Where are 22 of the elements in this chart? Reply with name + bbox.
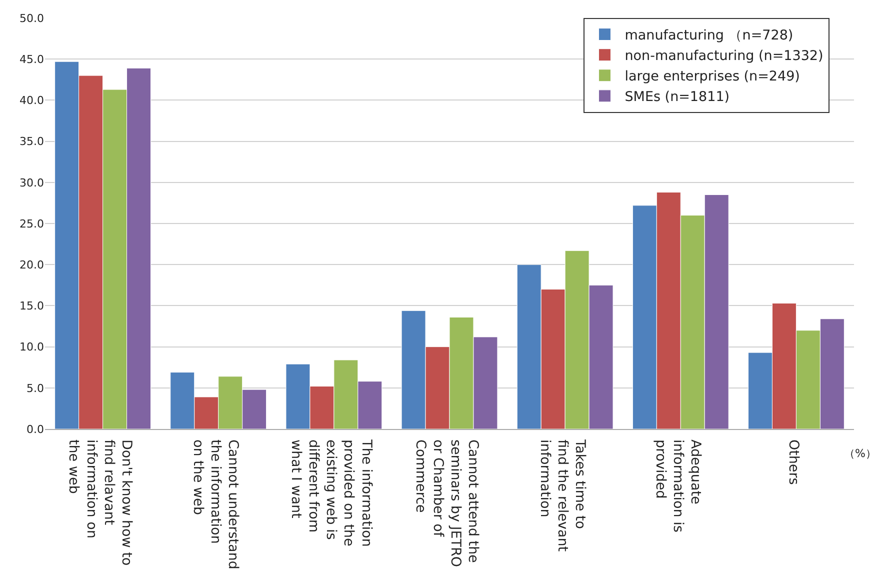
x-tick-label: Others [785, 439, 802, 485]
legend-label: SMEs (n=1811) [624, 89, 730, 106]
x-tick-label: The information provided on the existing web is different from what I want [288, 438, 374, 547]
x-tick-label: Adequate information is provided [652, 439, 704, 532]
y-tick-label: 50.0 [20, 12, 44, 25]
y-tick-label: 0.0 [26, 422, 44, 436]
y-tick-label: 30.0 [20, 176, 44, 190]
x-tick-label: Takes time to find the relevant information [536, 438, 588, 552]
y-tick-label: 15.0 [20, 300, 44, 313]
y-tick-label: 5.0 [26, 382, 44, 395]
x-tick-label: Don't know how to find relavant information on the web [66, 439, 134, 566]
y-tick-label: 35.0 [20, 135, 44, 148]
legend-label: non-manufacturing (n=1332) [624, 48, 824, 64]
legend-label: large enterprises (n=249) [624, 68, 800, 85]
y-tick-label: 40.0 [20, 94, 44, 108]
text: （%） [844, 447, 876, 460]
x-tick-label: Cannot understand the information on the web [190, 439, 242, 570]
y-tick-label: 45.0 [20, 52, 44, 66]
y-tick-label: 10.0 [20, 340, 44, 354]
legend-label: manufacturing （n=728) [624, 28, 794, 44]
y-tick-label: 20.0 [20, 258, 44, 272]
y-tick-label: 25.0 [20, 217, 44, 230]
